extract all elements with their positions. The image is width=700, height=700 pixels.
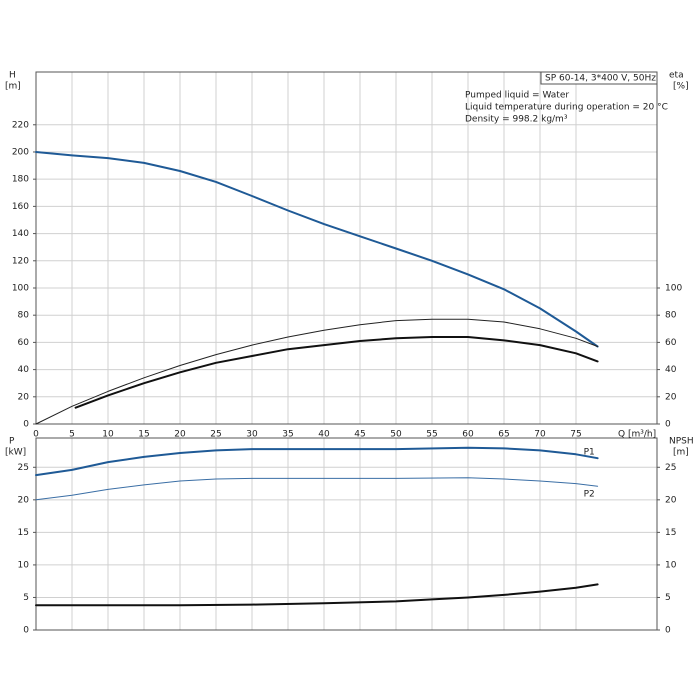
x-tick-label: 45 xyxy=(354,430,365,440)
x-tick-label: 50 xyxy=(390,430,402,440)
y-tick-label: 0 xyxy=(23,626,29,636)
y2-tick-label: 20 xyxy=(665,392,677,402)
curve xyxy=(35,477,599,501)
x-tick-label: 40 xyxy=(318,430,330,440)
y2-axis-unit: [m] xyxy=(673,448,689,458)
y-tick-label: 120 xyxy=(12,256,29,266)
y-tick-label: 20 xyxy=(18,392,30,402)
y-tick-label: 20 xyxy=(18,495,30,505)
y-axis-unit: [m] xyxy=(5,82,21,92)
y2-tick-label: 20 xyxy=(665,495,677,505)
y-axis-label: P xyxy=(9,437,15,447)
y-tick-label: 0 xyxy=(23,420,29,430)
x-tick-label: 0 xyxy=(33,430,39,440)
y-tick-label: 80 xyxy=(18,311,30,321)
y2-axis-unit: [%] xyxy=(673,82,689,92)
y-axis-unit: [kW] xyxy=(5,448,26,458)
y-tick-label: 15 xyxy=(18,528,29,538)
x-tick-label: 10 xyxy=(102,430,114,440)
y-tick-label: 200 xyxy=(12,147,29,157)
x-tick-label: 15 xyxy=(138,430,149,440)
y-tick-label: 40 xyxy=(18,365,30,375)
y2-tick-label: 0 xyxy=(665,420,671,430)
y2-tick-label: 15 xyxy=(665,528,676,538)
series-label: P1 xyxy=(584,448,595,458)
y-tick-label: 220 xyxy=(12,120,29,130)
y-tick-label: 160 xyxy=(12,202,29,212)
y2-axis-label: eta xyxy=(669,71,684,81)
y2-axis-label: NPSH xyxy=(669,437,694,447)
x-tick-label: 20 xyxy=(174,430,186,440)
x-tick-label: 25 xyxy=(210,430,221,440)
plot-frame xyxy=(35,437,658,631)
model-label: SP 60-14, 3*400 V, 50Hz xyxy=(545,74,656,84)
annotation: Pumped liquid = Water xyxy=(465,91,569,101)
y-tick-label: 100 xyxy=(12,283,29,293)
x-tick-label: 65 xyxy=(498,430,509,440)
curve xyxy=(74,336,599,409)
y-tick-label: 180 xyxy=(12,175,29,185)
y2-tick-label: 100 xyxy=(665,283,682,293)
y-axis-label: H xyxy=(9,71,16,81)
curve xyxy=(35,446,599,477)
x-tick-label: 75 xyxy=(570,430,581,440)
curve xyxy=(35,151,599,348)
x-tick-label: 30 xyxy=(246,430,258,440)
series-label: P2 xyxy=(584,490,595,500)
x-tick-label: 60 xyxy=(462,430,474,440)
y2-tick-label: 10 xyxy=(665,560,677,570)
plot-frame xyxy=(35,71,658,425)
y2-tick-label: 60 xyxy=(665,338,677,348)
y2-tick-label: 80 xyxy=(665,311,677,321)
x-axis-label: Q [m³/h] xyxy=(618,430,656,440)
y2-tick-label: 0 xyxy=(665,626,671,636)
annotation: Density = 998.2 kg/m³ xyxy=(465,115,568,125)
y-tick-label: 25 xyxy=(18,463,29,473)
model-box xyxy=(540,71,658,85)
y-tick-label: 140 xyxy=(12,229,29,239)
y-tick-label: 5 xyxy=(23,593,29,603)
x-tick-label: 70 xyxy=(534,430,546,440)
x-tick-label: 35 xyxy=(282,430,293,440)
x-tick-label: 5 xyxy=(69,430,75,440)
y2-tick-label: 25 xyxy=(665,463,676,473)
y2-tick-label: 5 xyxy=(665,593,671,603)
y-tick-label: 60 xyxy=(18,338,30,348)
curve xyxy=(35,318,599,425)
y2-tick-label: 40 xyxy=(665,365,677,375)
curve xyxy=(35,583,599,607)
y-tick-label: 10 xyxy=(18,560,30,570)
annotation: Liquid temperature during operation = 20… xyxy=(465,103,668,113)
x-tick-label: 55 xyxy=(426,430,437,440)
